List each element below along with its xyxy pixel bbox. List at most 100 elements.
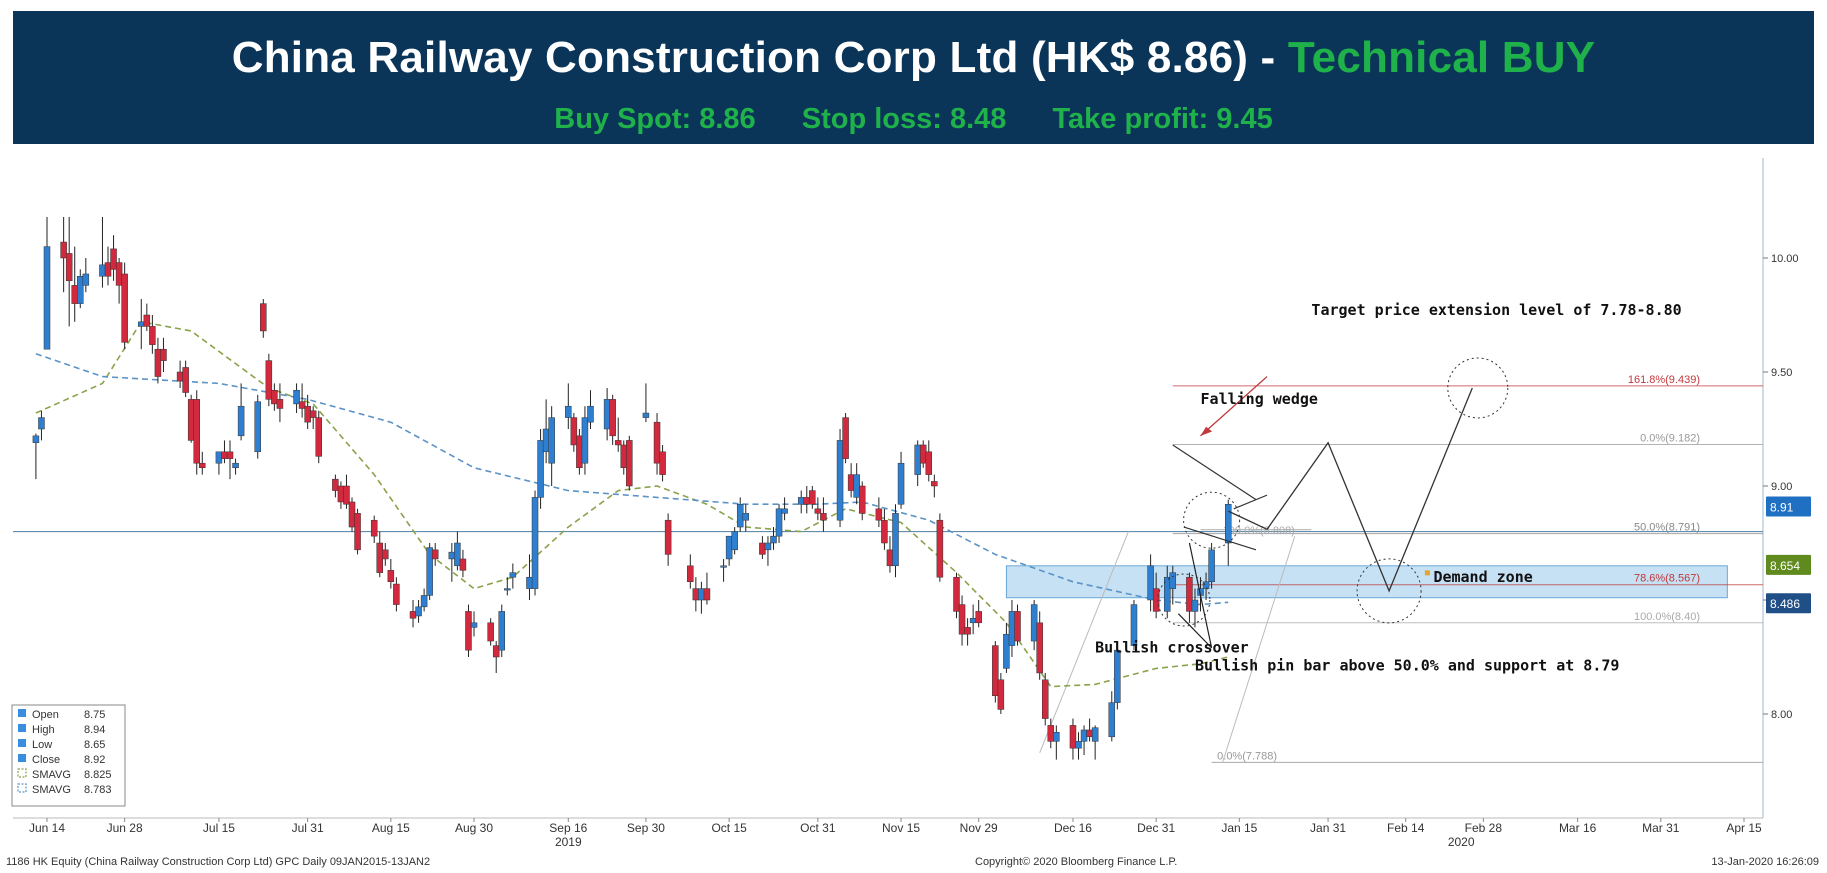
- candle-up: [215, 451, 223, 464]
- legend-swatch: [18, 754, 26, 762]
- candle-down: [221, 451, 228, 459]
- annotation-arrow: [1188, 542, 1213, 649]
- candle-up: [504, 588, 511, 591]
- legend-value: 8.92: [84, 754, 105, 766]
- candle-up: [293, 389, 300, 405]
- candle-up: [254, 401, 261, 453]
- candle-up: [914, 444, 921, 475]
- x-tick-label: Jul 15: [203, 821, 235, 835]
- candle-up: [581, 417, 589, 464]
- candle-down: [858, 485, 866, 514]
- candle-up: [1080, 729, 1088, 742]
- candle-down: [759, 542, 766, 555]
- fib-anchor-line: [1222, 536, 1296, 763]
- candle-up: [781, 508, 788, 514]
- candle-down: [614, 440, 622, 446]
- price-badge: [1766, 554, 1811, 575]
- candle-up: [1030, 604, 1038, 642]
- candle-down: [337, 485, 345, 503]
- candle-down: [104, 262, 112, 277]
- candle-down: [1186, 576, 1193, 612]
- candle-up: [1208, 549, 1215, 583]
- candle-down: [304, 405, 311, 423]
- candle-up: [1053, 731, 1060, 742]
- candle-down: [875, 508, 883, 521]
- candle-down: [393, 583, 400, 605]
- candle-down: [115, 262, 123, 286]
- y-tick-label: 9.50: [1771, 367, 1792, 379]
- legend-value: 8.65: [84, 739, 105, 751]
- candle-up: [1191, 599, 1199, 612]
- legend-value: 8.783: [84, 784, 112, 796]
- legend-swatch: [17, 768, 27, 778]
- candle-down: [387, 570, 395, 583]
- legend-label: SMAVG: [32, 769, 71, 781]
- candle-up: [237, 405, 245, 437]
- candle-down: [110, 248, 117, 270]
- candle-up: [720, 565, 727, 568]
- demand-zone-marker: [1424, 570, 1430, 576]
- candle-down: [176, 371, 184, 382]
- candle-down: [60, 241, 67, 259]
- legend-label: Close: [32, 754, 60, 766]
- candle-up: [526, 576, 533, 589]
- candle-down: [609, 399, 616, 437]
- demand-zone-rect: [1005, 565, 1728, 599]
- candle-down: [149, 326, 156, 345]
- candle-down: [121, 273, 128, 343]
- candle-down: [193, 399, 200, 464]
- candle-up: [77, 275, 84, 304]
- footer-security-info: 1186 HK Equity (China Railway Constructi…: [6, 856, 431, 868]
- legend-swatch: [17, 783, 27, 793]
- fib-level-label: 50.0%(8.791): [1634, 522, 1700, 534]
- price-badge-label: 8.486: [1770, 597, 1800, 611]
- candle-down: [1086, 729, 1093, 738]
- candle-up: [537, 440, 544, 498]
- candle-up: [548, 417, 555, 464]
- fib-level-label: 78.6%(8.567): [1634, 573, 1700, 585]
- x-tick-label: Sep 16: [549, 821, 587, 835]
- candle-down: [343, 485, 350, 505]
- candle-up: [415, 606, 422, 617]
- x-tick-label: Jan 31: [1310, 821, 1346, 835]
- candle-up: [736, 503, 744, 528]
- x-tick-label: Mar 31: [1642, 821, 1680, 835]
- buy-spot-label: Buy Spot: 8.86: [554, 103, 756, 135]
- candle-down: [1041, 679, 1049, 719]
- x-year-label: 2020: [1448, 835, 1475, 849]
- candle-up: [1114, 649, 1121, 703]
- candle-up: [454, 542, 461, 567]
- candle-down: [370, 519, 378, 537]
- candle-up: [1169, 572, 1177, 589]
- candle-down: [975, 611, 982, 624]
- footer-timestamp: 13-Jan-2020 16:26:09: [1711, 856, 1819, 868]
- candle-down: [409, 611, 417, 619]
- candle-up: [742, 513, 750, 521]
- x-tick-label: Feb 14: [1387, 821, 1425, 835]
- wedge-line: [1183, 526, 1257, 551]
- candle-up: [897, 462, 905, 505]
- candle-down: [271, 389, 278, 405]
- moving-average-line: [35, 353, 1229, 606]
- x-tick-label: Jan 15: [1221, 821, 1257, 835]
- candle-up: [642, 412, 650, 418]
- legend-box: [11, 704, 126, 807]
- candle-down: [298, 401, 306, 409]
- candle-up: [565, 405, 572, 418]
- candle-down: [653, 421, 661, 464]
- candle-down: [187, 399, 195, 441]
- x-tick-label: Jun 28: [107, 821, 143, 835]
- candle-up: [498, 611, 506, 651]
- price-badge: [1766, 593, 1811, 614]
- title-company: China Railway Construction Corp Ltd (HK$…: [231, 33, 1288, 82]
- candle-down: [936, 519, 944, 578]
- candle-down: [809, 490, 816, 505]
- x-tick-label: Feb 28: [1465, 821, 1503, 835]
- candle-down: [1152, 588, 1160, 612]
- candle-down: [881, 519, 888, 544]
- candle-down: [226, 451, 234, 459]
- candle-up: [1163, 576, 1171, 612]
- candle-up: [587, 405, 594, 423]
- moving-average-line: [35, 320, 1229, 688]
